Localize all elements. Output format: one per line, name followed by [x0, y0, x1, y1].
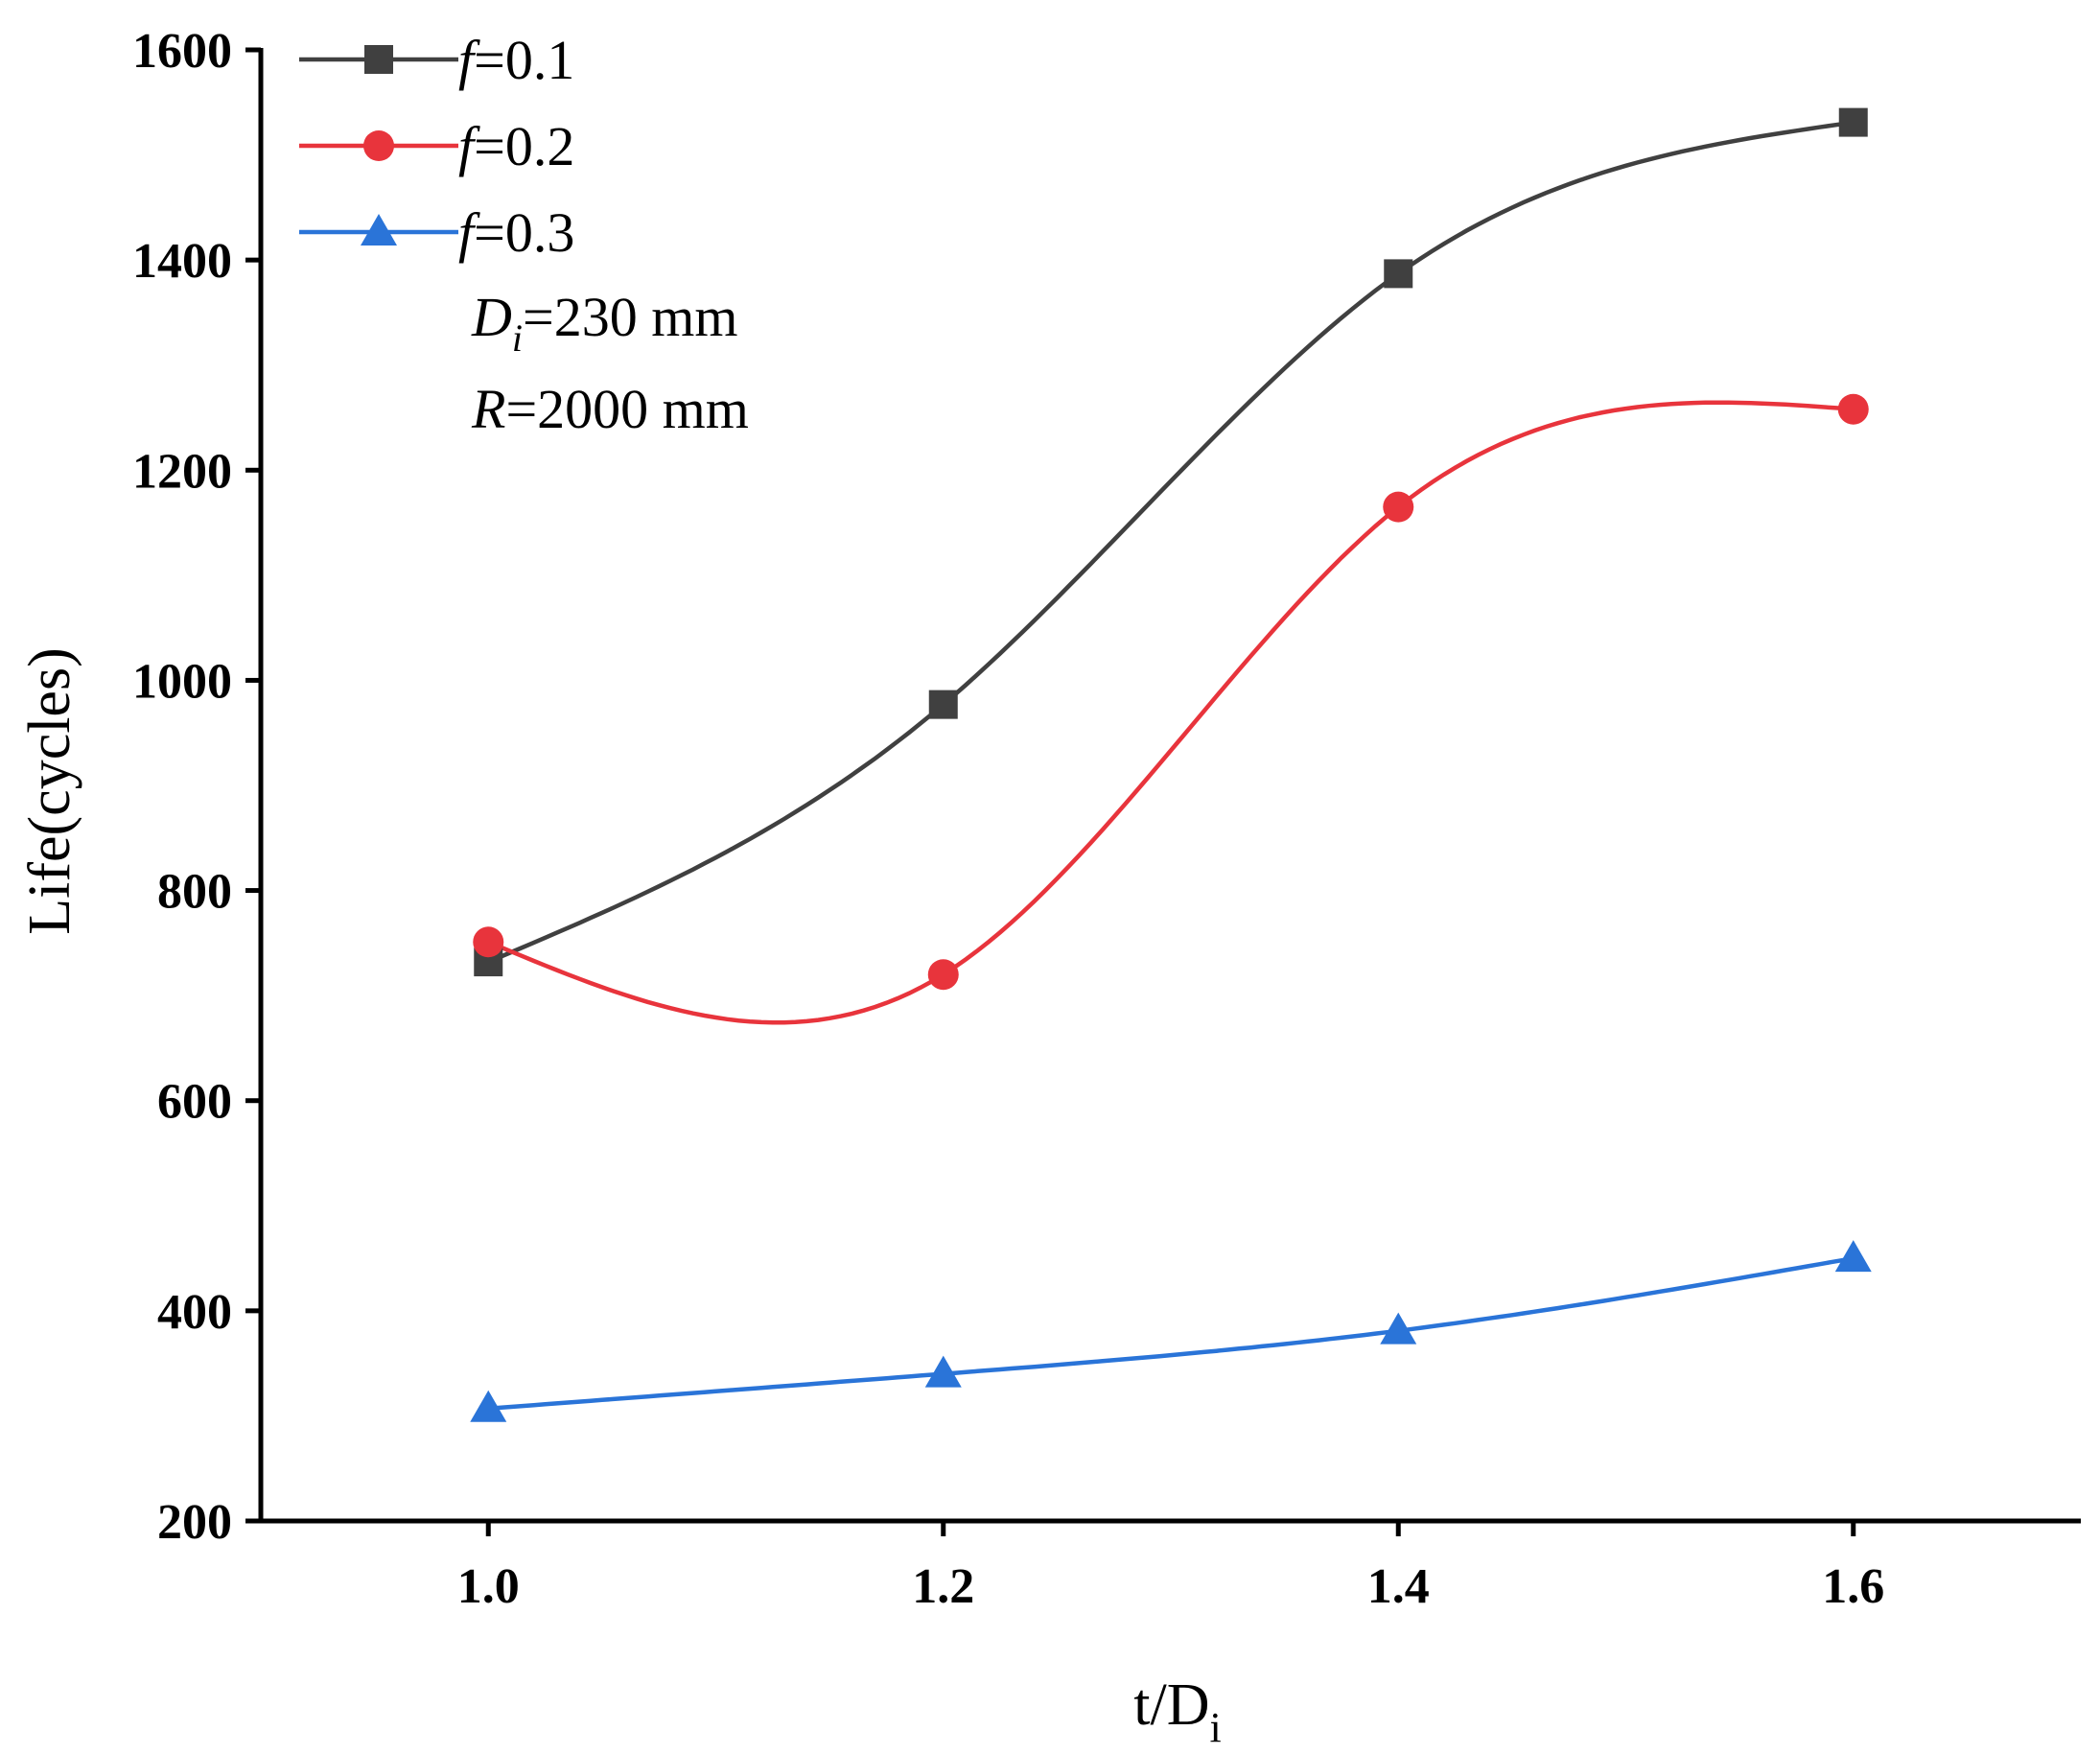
annotations: Di=230 mm R=2000 mm: [471, 286, 749, 440]
annotation-2: R=2000 mm: [471, 378, 749, 440]
legend-entry-3-value: =0.3: [474, 201, 574, 264]
x-axis-ticks: 1.0 1.2 1.4 1.6: [457, 1521, 1884, 1614]
legend-entry-1-label: f=0.1: [458, 29, 574, 91]
x-axis-title-subscript: i: [1210, 1704, 1222, 1751]
series-2-point: [473, 926, 504, 958]
legend: f=0.1 f=0.2 f=0.3: [299, 29, 574, 264]
y-tick-label: 1000: [132, 654, 232, 709]
annotation-1: Di=230 mm: [471, 286, 737, 360]
y-tick-label: 200: [157, 1495, 232, 1550]
series-3-point: [470, 1390, 507, 1422]
annotation-1-value: =230 mm: [523, 286, 737, 348]
legend-entry-2-marker: [363, 130, 394, 161]
legend-entry-1-value: =0.1: [474, 29, 574, 91]
series-1-line: [487, 120, 1855, 965]
y-tick-label: 1400: [132, 234, 232, 289]
y-tick-label: 400: [157, 1285, 232, 1340]
y-axis-ticks: 200 400 600 800 1000 1200 1400 1600: [132, 24, 261, 1550]
axes: [258, 48, 2081, 1524]
x-tick-label: 1.2: [912, 1559, 974, 1614]
y-tick-label: 600: [157, 1075, 232, 1130]
y-tick-label: 800: [157, 865, 232, 920]
legend-entry-3-label: f=0.3: [458, 201, 574, 264]
y-tick-label: 1600: [132, 24, 232, 79]
series-2-point: [1383, 491, 1414, 523]
y-tick-label: 1200: [132, 444, 232, 499]
x-tick-label: 1.6: [1822, 1559, 1884, 1614]
legend-entry-2-value: =0.2: [474, 115, 574, 177]
series-markers: [470, 107, 1872, 1422]
annotation-2-symbol: R: [471, 378, 505, 440]
annotation-2-value: =2000 mm: [505, 378, 748, 440]
series-3-point: [924, 1355, 962, 1388]
series-2-line: [487, 400, 1854, 1025]
annotation-1-subscript: i: [512, 316, 523, 360]
series-2-point: [927, 959, 959, 991]
series-1-point: [1838, 107, 1868, 137]
y-axis-title: Life(cycles): [17, 647, 82, 934]
annotation-1-symbol: D: [471, 286, 512, 348]
series-curves: [487, 120, 1855, 1412]
series-1-point: [928, 690, 958, 719]
series-1-point: [1384, 259, 1413, 289]
legend-entry-2-label: f=0.2: [458, 115, 574, 177]
series-2-point: [1837, 393, 1869, 425]
legend-entry-3-marker: [361, 214, 397, 246]
series-3-line: [488, 1255, 1855, 1412]
x-axis-title-main: t/D: [1133, 1672, 1209, 1738]
series-3-point: [1834, 1240, 1872, 1273]
x-tick-label: 1.4: [1367, 1559, 1430, 1614]
series-3-point: [1380, 1312, 1417, 1345]
legend-entry-1-marker: [364, 45, 393, 74]
x-tick-label: 1.0: [457, 1559, 520, 1614]
x-axis-title: t/Di: [1133, 1672, 1221, 1751]
